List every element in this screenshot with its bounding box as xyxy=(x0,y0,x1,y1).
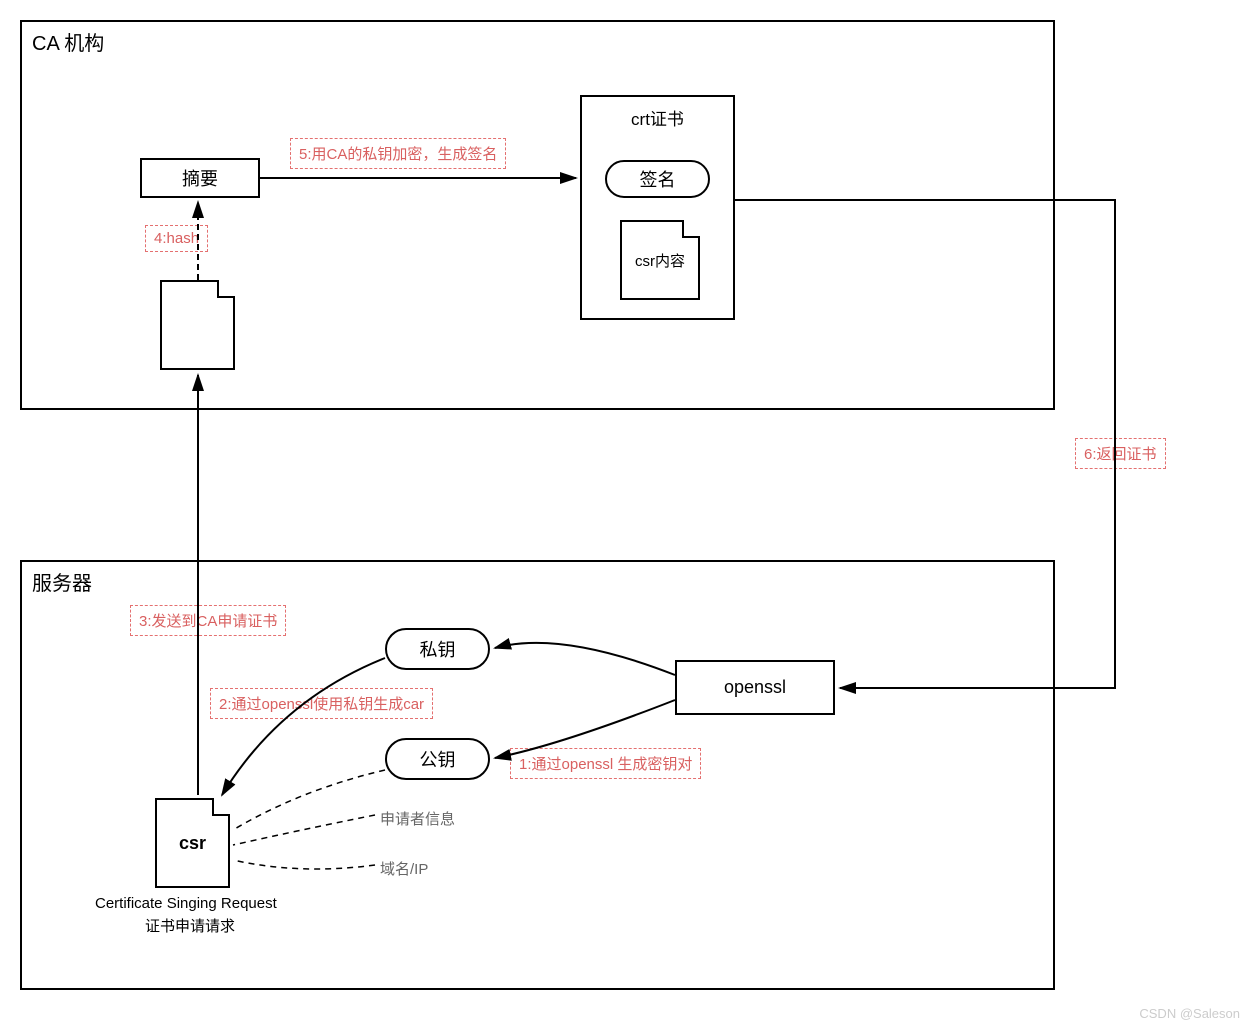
step3-annotation: 3:发送到CA申请证书 xyxy=(130,605,286,636)
private-key-label: 私钥 xyxy=(420,636,456,662)
ca-title: CA 机构 xyxy=(32,27,104,56)
ca-doc-icon xyxy=(160,280,235,370)
step2-annotation: 2:通过openssl使用私钥生成car xyxy=(210,688,433,719)
server-title: 服务器 xyxy=(32,567,92,596)
public-key-label: 公钥 xyxy=(420,746,456,772)
csr-caption-1: Certificate Singing Request xyxy=(95,895,277,912)
openssl-box: openssl xyxy=(675,660,835,715)
digest-box: 摘要 xyxy=(140,158,260,198)
public-key-pill: 公钥 xyxy=(385,738,490,780)
digest-label: 摘要 xyxy=(182,165,218,191)
openssl-label: openssl xyxy=(724,677,786,698)
step4-annotation: 4:hash xyxy=(145,225,208,252)
signature-pill: 签名 xyxy=(605,160,710,198)
csr-content-label: csr内容 xyxy=(635,250,685,271)
step1-annotation: 1:通过openssl 生成密钥对 xyxy=(510,748,701,779)
applicant-info-label: 申请者信息 xyxy=(380,808,455,829)
private-key-pill: 私钥 xyxy=(385,628,490,670)
crt-title: crt证书 xyxy=(631,105,684,130)
signature-label: 签名 xyxy=(640,166,676,192)
step5-annotation: 5:用CA的私钥加密，生成签名 xyxy=(290,138,506,169)
domain-ip-label: 域名/IP xyxy=(380,858,428,879)
csr-content-doc: csr内容 xyxy=(620,220,700,300)
csr-doc-label: csr xyxy=(179,833,206,854)
step6-annotation: 6:返回证书 xyxy=(1075,438,1166,469)
csr-doc: csr xyxy=(155,798,230,888)
csr-caption-2: 证书申请请求 xyxy=(145,915,235,936)
watermark: CSDN @Saleson xyxy=(1139,1006,1240,1021)
